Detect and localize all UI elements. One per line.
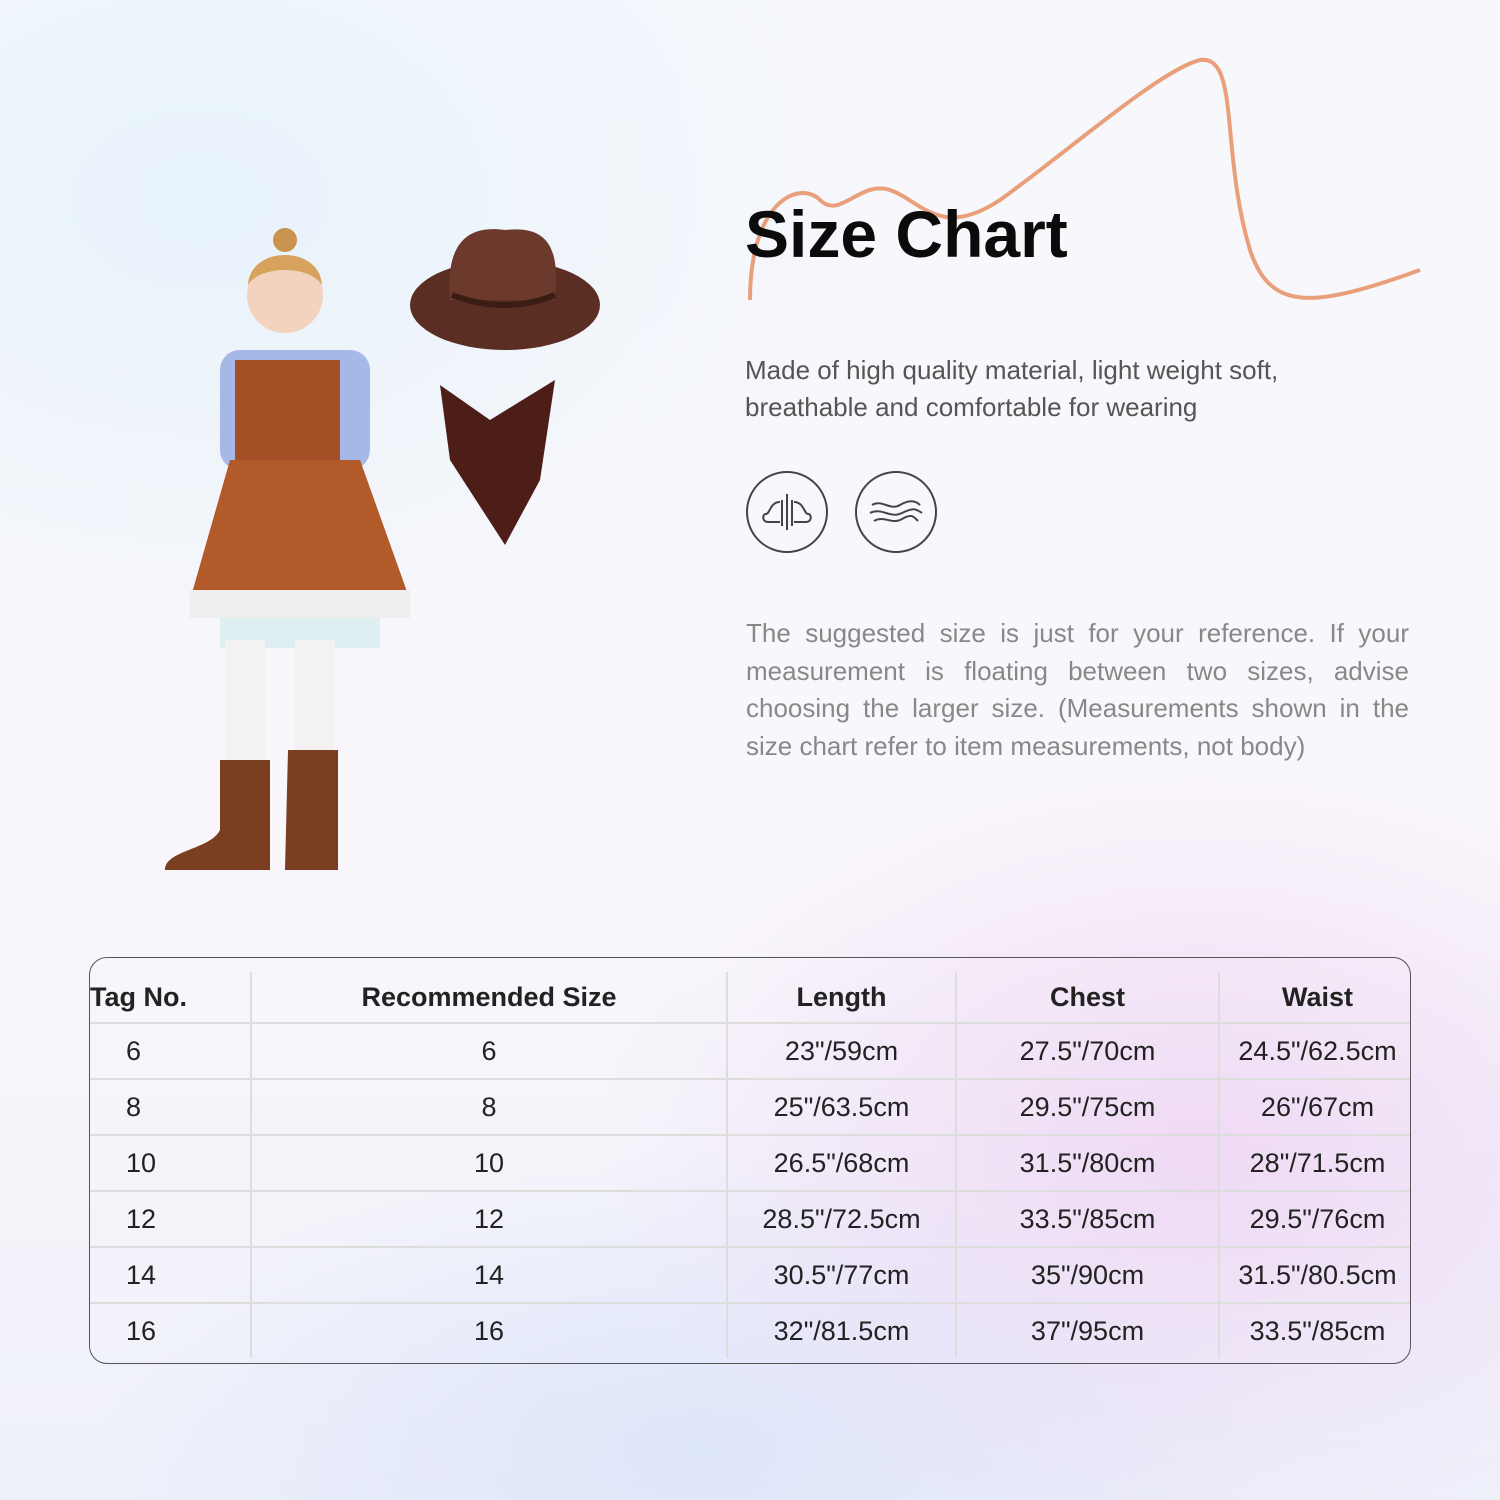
cell-length: 23"/59cm [726,1023,956,1080]
cell-tag-no: 16 [126,1315,157,1346]
soft-wave-icon [855,471,937,553]
girl-costume-image [165,228,410,870]
cell-waist: 24.5"/62.5cm [1218,1023,1410,1080]
cell-recommended-size: 10 [250,1135,727,1192]
cell-tag-no: 12 [90,1191,251,1248]
cell-chest: 37"/95cm [955,1303,1219,1358]
cell-length: 32"/81.5cm [726,1303,956,1358]
size-chart-table: Tag No. Recommended Size Length Chest Wa… [89,957,1411,1364]
cell-tag-no: 10 [90,1135,251,1192]
cowboy-hat-image [410,229,600,350]
table-header-row: Tag No. Recommended Size Length Chest Wa… [90,972,1410,1024]
cell-tag-no: 14 [90,1247,251,1304]
table-row: 8 8 25"/63.5cm 29.5"/75cm 26"/67cm [90,1079,1410,1136]
header-tag-no: Tag No. [90,972,251,1024]
table-row: 14 14 30.5"/77cm 35"/90cm 31.5"/80.5cm [90,1247,1410,1304]
breathable-icon [746,471,828,553]
cell-waist: 31.5"/80.5cm [1218,1247,1410,1304]
decorative-swirl [748,57,1421,301]
bandana-image [440,380,555,545]
header-waist: Waist [1218,972,1410,1024]
cell-waist: 29.5"/76cm [1218,1191,1410,1248]
cell-tag-no: 8 [90,1079,251,1136]
cell-recommended-size: 16 [250,1303,727,1358]
cell-recommended-size: 12 [250,1191,727,1248]
cell-recommended-size: 14 [250,1247,727,1304]
table-row: 10 10 26.5"/68cm 31.5"/80cm 28"/71.5cm [90,1135,1410,1192]
table-row: 6 6 23"/59cm 27.5"/70cm 24.5"/62.5cm [90,1023,1410,1080]
cell-tag-no: 6 [90,1023,251,1080]
table-row: 12 12 28.5"/72.5cm 33.5"/85cm 29.5"/76cm [90,1191,1410,1248]
product-image [165,228,600,870]
cell-length: 30.5"/77cm [726,1247,956,1304]
cell-waist: 33.5"/85cm [1218,1303,1410,1358]
cell-waist: 28"/71.5cm [1218,1135,1410,1192]
cell-chest: 33.5"/85cm [955,1191,1219,1248]
cell-length: 25"/63.5cm [726,1079,956,1136]
size-note: The suggested size is just for your refe… [746,618,1409,761]
cell-chest: 29.5"/75cm [955,1079,1219,1136]
cell-recommended-size: 6 [250,1023,727,1080]
header-length: Length [726,972,956,1024]
header-chest: Chest [955,972,1219,1024]
cell-waist: 26"/67cm [1218,1079,1410,1136]
cell-chest: 31.5"/80cm [955,1135,1219,1192]
cell-chest: 27.5"/70cm [955,1023,1219,1080]
page-title: Size Chart [745,197,1068,271]
cell-chest: 35"/90cm [955,1247,1219,1304]
cell-length: 26.5"/68cm [726,1135,956,1192]
cell-recommended-size: 8 [250,1079,727,1136]
cell-length: 28.5"/72.5cm [726,1191,956,1248]
material-description: Made of high quality material, light wei… [745,355,1279,422]
table-row: 16 16 32"/81.5cm 37"/95cm 33.5"/85cm [90,1303,1410,1358]
header-recommended-size: Recommended Size [250,972,727,1024]
